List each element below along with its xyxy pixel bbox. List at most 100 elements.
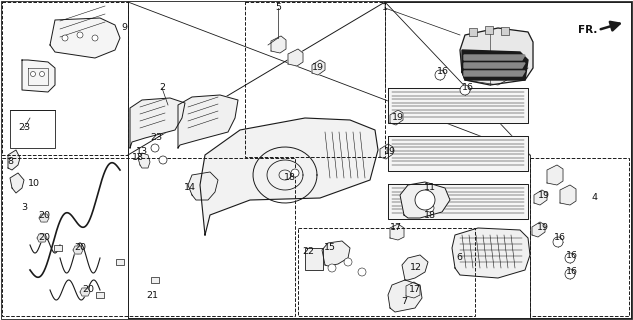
Polygon shape <box>532 222 545 237</box>
Bar <box>10 110 55 148</box>
Polygon shape <box>73 246 83 254</box>
Circle shape <box>358 268 366 276</box>
Polygon shape <box>200 118 378 235</box>
Polygon shape <box>22 60 55 92</box>
Polygon shape <box>388 184 528 219</box>
Text: 19: 19 <box>538 190 550 199</box>
Text: 18: 18 <box>424 211 436 220</box>
Circle shape <box>565 269 575 279</box>
Bar <box>151 277 159 283</box>
Text: 18: 18 <box>132 154 144 163</box>
Circle shape <box>291 169 299 177</box>
Text: FR.: FR. <box>578 25 598 35</box>
Polygon shape <box>188 172 218 200</box>
Circle shape <box>30 71 35 76</box>
Bar <box>96 292 104 298</box>
Circle shape <box>39 71 44 76</box>
Polygon shape <box>380 144 393 159</box>
Circle shape <box>81 288 89 296</box>
Polygon shape <box>288 49 303 66</box>
Polygon shape <box>138 153 150 168</box>
Polygon shape <box>388 88 528 123</box>
Circle shape <box>151 144 159 152</box>
Text: 9: 9 <box>121 23 127 33</box>
Polygon shape <box>390 110 403 125</box>
Text: 19: 19 <box>312 63 324 73</box>
Text: 2: 2 <box>159 84 165 92</box>
Polygon shape <box>462 50 528 80</box>
Circle shape <box>426 204 434 212</box>
Bar <box>485 26 493 34</box>
Text: 16: 16 <box>566 251 578 260</box>
Text: 20: 20 <box>82 285 94 294</box>
Circle shape <box>159 156 167 164</box>
Text: 3: 3 <box>21 204 27 212</box>
Bar <box>501 27 509 35</box>
Polygon shape <box>10 173 24 193</box>
Text: 22: 22 <box>302 247 314 257</box>
Text: 12: 12 <box>410 263 422 273</box>
Polygon shape <box>39 214 49 222</box>
Polygon shape <box>388 136 528 171</box>
Text: 16: 16 <box>554 234 566 243</box>
Circle shape <box>40 214 48 222</box>
Text: 7: 7 <box>401 298 407 307</box>
Text: 15: 15 <box>324 244 336 252</box>
Circle shape <box>92 35 98 41</box>
Text: 14: 14 <box>184 183 196 193</box>
Text: 19: 19 <box>392 114 404 123</box>
Bar <box>305 248 323 270</box>
Circle shape <box>415 190 435 210</box>
Text: 18: 18 <box>284 173 296 182</box>
Bar <box>530 158 629 316</box>
Polygon shape <box>80 288 90 296</box>
Bar <box>2 158 295 316</box>
Text: 19: 19 <box>537 223 549 233</box>
Polygon shape <box>534 190 547 205</box>
Circle shape <box>62 35 68 41</box>
Polygon shape <box>400 182 450 218</box>
Circle shape <box>328 264 336 272</box>
Polygon shape <box>464 55 525 60</box>
Text: 20: 20 <box>38 211 50 220</box>
Polygon shape <box>322 241 350 266</box>
Bar <box>54 245 62 251</box>
Text: 23: 23 <box>150 133 162 142</box>
Text: 20: 20 <box>74 244 86 252</box>
Circle shape <box>553 237 563 247</box>
Text: 8: 8 <box>7 156 13 165</box>
Polygon shape <box>312 60 325 75</box>
Circle shape <box>38 234 46 242</box>
Polygon shape <box>37 234 47 242</box>
Text: 13: 13 <box>136 148 148 156</box>
Polygon shape <box>130 98 185 148</box>
Polygon shape <box>271 36 286 53</box>
Polygon shape <box>547 165 563 185</box>
Circle shape <box>344 258 352 266</box>
Circle shape <box>74 246 82 254</box>
Polygon shape <box>460 28 533 85</box>
Text: 16: 16 <box>566 267 578 276</box>
Bar <box>298 228 475 316</box>
Bar <box>2 2 128 155</box>
Bar <box>116 259 124 265</box>
Circle shape <box>565 253 575 263</box>
Text: 16: 16 <box>462 84 474 92</box>
Text: 17: 17 <box>390 223 402 233</box>
Polygon shape <box>50 18 120 58</box>
Polygon shape <box>452 228 530 278</box>
Polygon shape <box>178 95 238 148</box>
Text: 11: 11 <box>424 183 436 193</box>
Text: 20: 20 <box>38 234 50 243</box>
Text: 5: 5 <box>275 4 281 12</box>
Text: 21: 21 <box>146 291 158 300</box>
Circle shape <box>435 70 445 80</box>
Text: 10: 10 <box>28 179 40 188</box>
Polygon shape <box>464 63 525 68</box>
Circle shape <box>77 32 83 38</box>
Polygon shape <box>8 150 20 170</box>
Polygon shape <box>464 71 525 76</box>
Text: 16: 16 <box>437 68 449 76</box>
Bar <box>469 28 477 36</box>
Polygon shape <box>406 282 420 298</box>
